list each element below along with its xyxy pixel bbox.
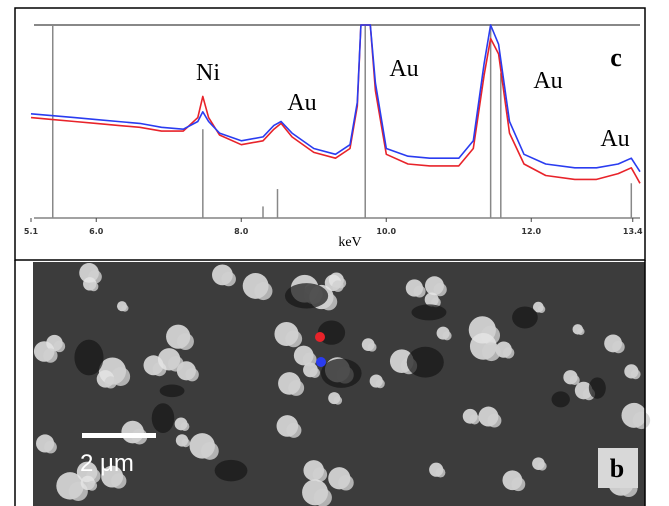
particle — [44, 441, 57, 454]
particle — [577, 328, 584, 335]
particle — [469, 414, 479, 424]
panel-label: b — [610, 454, 624, 483]
particle — [442, 331, 451, 340]
dark-spot — [215, 460, 248, 481]
particle — [89, 282, 98, 291]
particle — [310, 368, 320, 378]
particle — [286, 423, 301, 438]
particle — [105, 376, 117, 388]
particle — [538, 462, 547, 471]
particle — [334, 396, 342, 404]
particle — [181, 439, 190, 448]
dark-spot — [589, 377, 606, 398]
particle — [435, 468, 445, 478]
particle — [221, 272, 236, 287]
x-tick-label: 6.0 — [89, 227, 104, 236]
particle — [487, 414, 501, 428]
x-tick-label: 10.0 — [376, 227, 396, 236]
particle — [633, 412, 650, 429]
particle — [54, 341, 66, 353]
particle — [338, 475, 354, 491]
particle — [612, 341, 625, 354]
dark-spot — [160, 385, 185, 398]
dark-spot — [321, 359, 362, 388]
particle — [414, 285, 426, 297]
particle — [185, 368, 198, 381]
peak-label: Ni — [196, 60, 220, 86]
particle — [121, 305, 128, 312]
particle — [376, 379, 385, 388]
particle — [254, 282, 272, 300]
particle — [511, 477, 525, 491]
x-tick-label: 5.1 — [24, 227, 39, 236]
dark-spot — [407, 347, 444, 378]
particle — [180, 422, 189, 431]
particle — [177, 333, 194, 350]
dark-spot — [552, 391, 570, 407]
scale-bar — [82, 433, 156, 438]
figure: keV c 2 μm b 5.1 6.0 8.0 10.0 12.0 13.4 Ni Au Au… — [0, 0, 669, 506]
peak-label: Au — [533, 68, 562, 94]
particle — [503, 347, 514, 358]
particle — [43, 348, 57, 362]
dark-spot — [74, 340, 103, 376]
particle — [570, 375, 580, 385]
particle — [87, 481, 97, 491]
particle — [538, 306, 545, 313]
dark-spot — [512, 306, 538, 328]
particle — [201, 442, 219, 460]
particle — [168, 356, 184, 372]
blue-spot — [316, 357, 326, 367]
peak-label: Au — [287, 90, 316, 116]
x-tick-label: 8.0 — [234, 227, 249, 236]
dark-spot — [285, 283, 328, 308]
red-spot — [315, 332, 325, 342]
particle — [332, 280, 343, 291]
x-tick-label: 12.0 — [521, 227, 541, 236]
dark-spot — [411, 304, 446, 320]
x-axis-label: keV — [338, 235, 361, 250]
peak-label: Au — [389, 56, 418, 82]
particle — [288, 380, 304, 396]
particle — [314, 488, 332, 506]
spectrum-frame — [15, 8, 645, 260]
x-tick-label: 13.4 — [623, 227, 643, 236]
scale-bar-label: 2 μm — [80, 450, 134, 477]
dark-spot — [152, 403, 175, 433]
particle — [482, 342, 501, 361]
particle — [303, 353, 317, 367]
particle — [631, 369, 641, 379]
panel-label: c — [610, 43, 622, 72]
peak-label: Au — [600, 126, 629, 152]
particle — [285, 330, 302, 347]
particle — [368, 343, 377, 352]
